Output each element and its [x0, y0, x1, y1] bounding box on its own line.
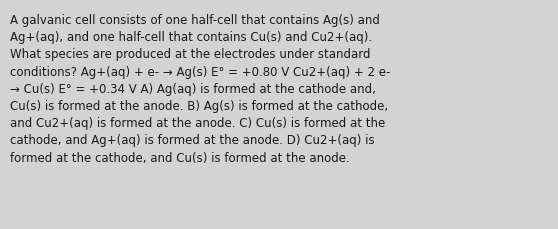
Text: A galvanic cell consists of one half-cell that contains Ag(s) and
Ag+(aq), and o: A galvanic cell consists of one half-cel… [10, 14, 391, 164]
